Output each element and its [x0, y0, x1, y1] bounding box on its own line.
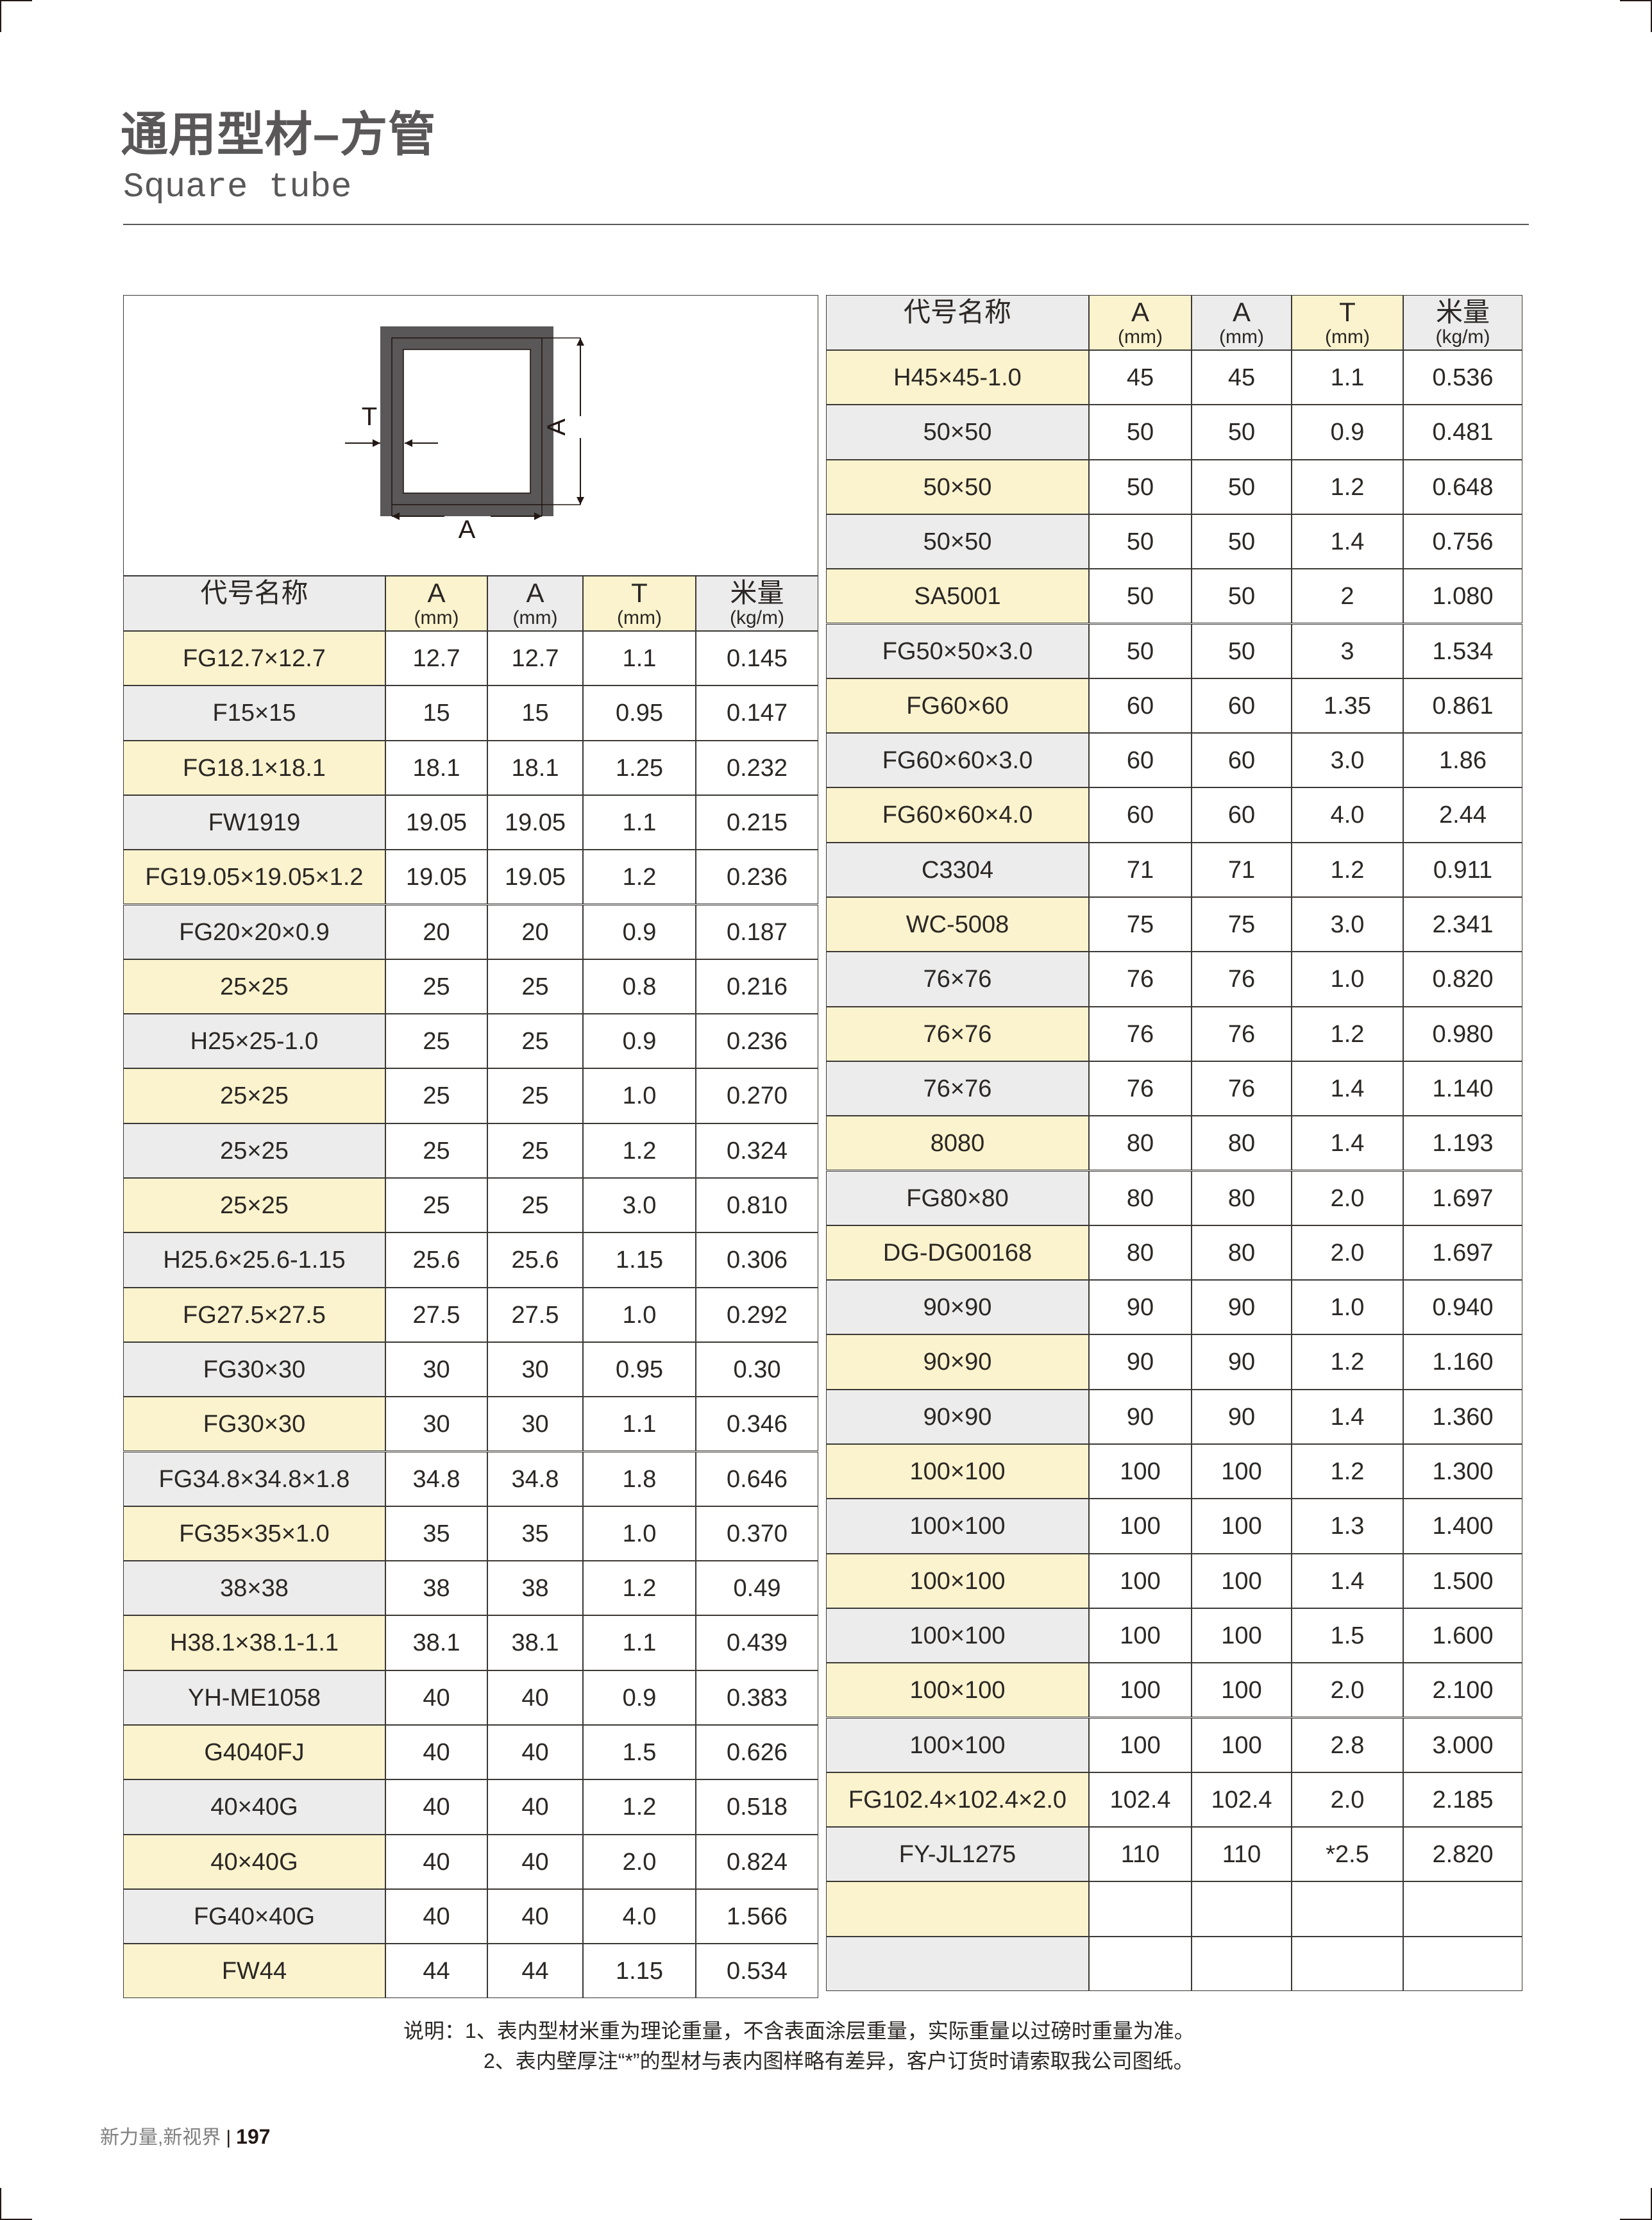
svg-text:A: A — [459, 516, 476, 544]
svg-text:A: A — [543, 418, 571, 435]
svg-text:T: T — [362, 403, 377, 431]
